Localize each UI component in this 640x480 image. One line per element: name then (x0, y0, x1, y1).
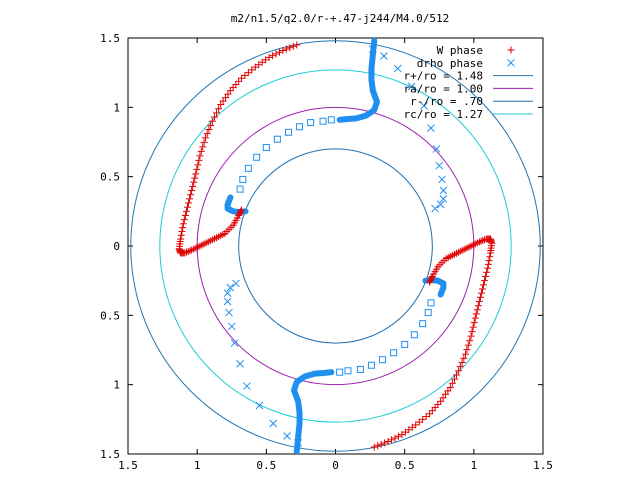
drho-square-point (410, 331, 418, 339)
legend-label: rc/ro = 1.27 (404, 108, 483, 121)
drho-phase-point (432, 145, 441, 153)
drho-phase-point (435, 161, 444, 170)
x-tick-label: 1.5 (118, 459, 138, 472)
y-tick-label: 0.5 (100, 171, 120, 184)
y-tick-label: 1 (113, 379, 120, 392)
legend-label: r-/ro = .70 (410, 95, 483, 108)
drho-dense-trace (336, 37, 380, 123)
plot-area: 1.5 1 0.5 0 0.5 1 1.51.510.500.511.5W phasedrh… (100, 32, 553, 472)
legend-label: ra/ro = 1.00 (404, 82, 483, 95)
drho-dense-trace (291, 369, 335, 455)
drho-square-point (367, 361, 375, 369)
legend-label: drho phase (417, 57, 483, 70)
y-tick-label: 1.5 (100, 448, 120, 461)
drho-phase-point (223, 289, 232, 298)
drho-phase-point (294, 439, 303, 447)
chart-title: m2/n1.5/q2.0/r-+.47-j244/M4.0/512 (231, 12, 450, 25)
drho-square-point (336, 368, 344, 376)
drho-square-point (344, 367, 352, 375)
drho-phase-point (368, 45, 377, 53)
legend-label: r+/ro = 1.48 (404, 70, 483, 83)
y-tick-label: 0 (113, 240, 120, 253)
drho-phase-point (439, 186, 448, 195)
drho-phase-point (380, 52, 388, 60)
drho-phase-point (230, 339, 239, 347)
drho-square-point (401, 340, 409, 348)
drho-square-point (319, 117, 327, 125)
drho-phase-point (227, 322, 236, 331)
drho-square-point (273, 135, 281, 143)
radius-circle (159, 69, 512, 423)
y-tick-label: 1 (113, 101, 120, 114)
drho-square-point (239, 175, 247, 183)
drho-phase-point (436, 200, 445, 209)
drho-phase-point (226, 283, 235, 292)
drho-phase-point (431, 204, 439, 213)
radius-circle (238, 148, 433, 344)
y-tick-label: 0.5 (100, 309, 120, 322)
drho-square-point (356, 365, 364, 373)
x-tick-label: 0.5 (256, 459, 276, 472)
drho-phase-point (255, 401, 264, 410)
drho-phase-point (393, 64, 402, 73)
drho-square-point (262, 144, 270, 152)
drho-square-point (390, 349, 398, 357)
drho-square-point (424, 309, 432, 317)
drho-square-point (427, 299, 435, 307)
x-tick-label: 0.5 (395, 459, 415, 472)
y-tick-label: 1.5 (100, 32, 120, 45)
legend-label: W phase (437, 44, 483, 57)
drho-square-point (419, 320, 427, 328)
x-tick-label: 1.5 (533, 459, 553, 472)
drho-phase-point (232, 279, 240, 288)
drho-square-point (327, 116, 335, 124)
drho-square-point (236, 185, 244, 193)
x-tick-label: 0 (332, 459, 339, 472)
drho-phase-point (507, 58, 515, 67)
drho-phase-point (427, 124, 435, 132)
drho-square-point (307, 119, 315, 127)
x-tick-label: 1 (471, 459, 478, 472)
drho-phase-point (269, 419, 278, 428)
drho-phase-point (420, 102, 428, 110)
drho-square-point (296, 123, 304, 131)
drho-phase-point (225, 308, 233, 317)
drho-square-point (244, 164, 252, 172)
drho-square-point (379, 356, 387, 364)
drho-phase-point (283, 432, 291, 440)
drho-square-point (284, 128, 292, 136)
drho-square-point (253, 153, 261, 161)
drho-phase-point (243, 382, 251, 390)
x-tick-label: 1 (194, 459, 201, 472)
drho-phase-point (236, 360, 244, 368)
radius-circle (130, 40, 541, 452)
drho-phase-point (438, 175, 446, 184)
drho-phase-point (407, 82, 416, 91)
drho-phase-point (223, 297, 232, 306)
drho-phase-point (439, 194, 448, 203)
